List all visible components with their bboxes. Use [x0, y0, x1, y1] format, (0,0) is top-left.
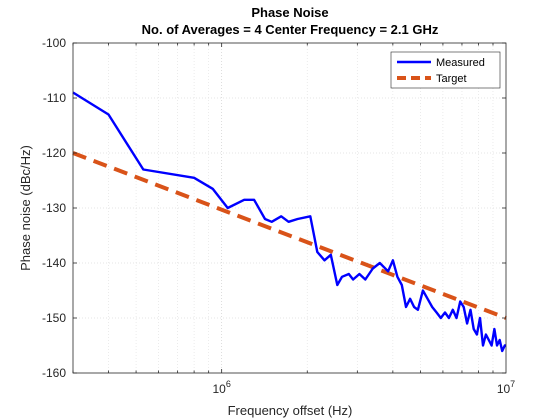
y-tick-label: -120	[42, 146, 66, 160]
y-tick-label: -160	[42, 366, 66, 380]
x-tick-label: 106	[212, 379, 230, 396]
y-tick-label: -110	[43, 91, 66, 105]
series-layer	[72, 91, 507, 353]
legend-box	[390, 51, 501, 89]
y-tick-label: -150	[42, 311, 66, 325]
series-line-target	[72, 151, 507, 320]
y-axis-label: Phase noise (dBc/Hz)	[18, 145, 33, 271]
axis-ticks: -160 -150 -140 -130 -120 -110 -100 106 107	[42, 36, 515, 396]
series-line-measured	[72, 91, 506, 353]
y-tick-label: -140	[42, 256, 66, 270]
x-axis-label: Frequency offset (Hz)	[228, 403, 353, 418]
legend: Measured Target	[390, 51, 501, 89]
y-tick-label: -130	[42, 201, 66, 215]
legend-label-measured: Measured	[436, 57, 485, 69]
y-tick-label: -100	[42, 36, 66, 50]
legend-label-target: Target	[436, 73, 467, 85]
chart-subtitle: No. of Averages = 4 Center Frequency = 2…	[142, 22, 439, 37]
x-tick-label: 107	[497, 379, 515, 396]
chart-title: Phase Noise	[251, 5, 328, 20]
